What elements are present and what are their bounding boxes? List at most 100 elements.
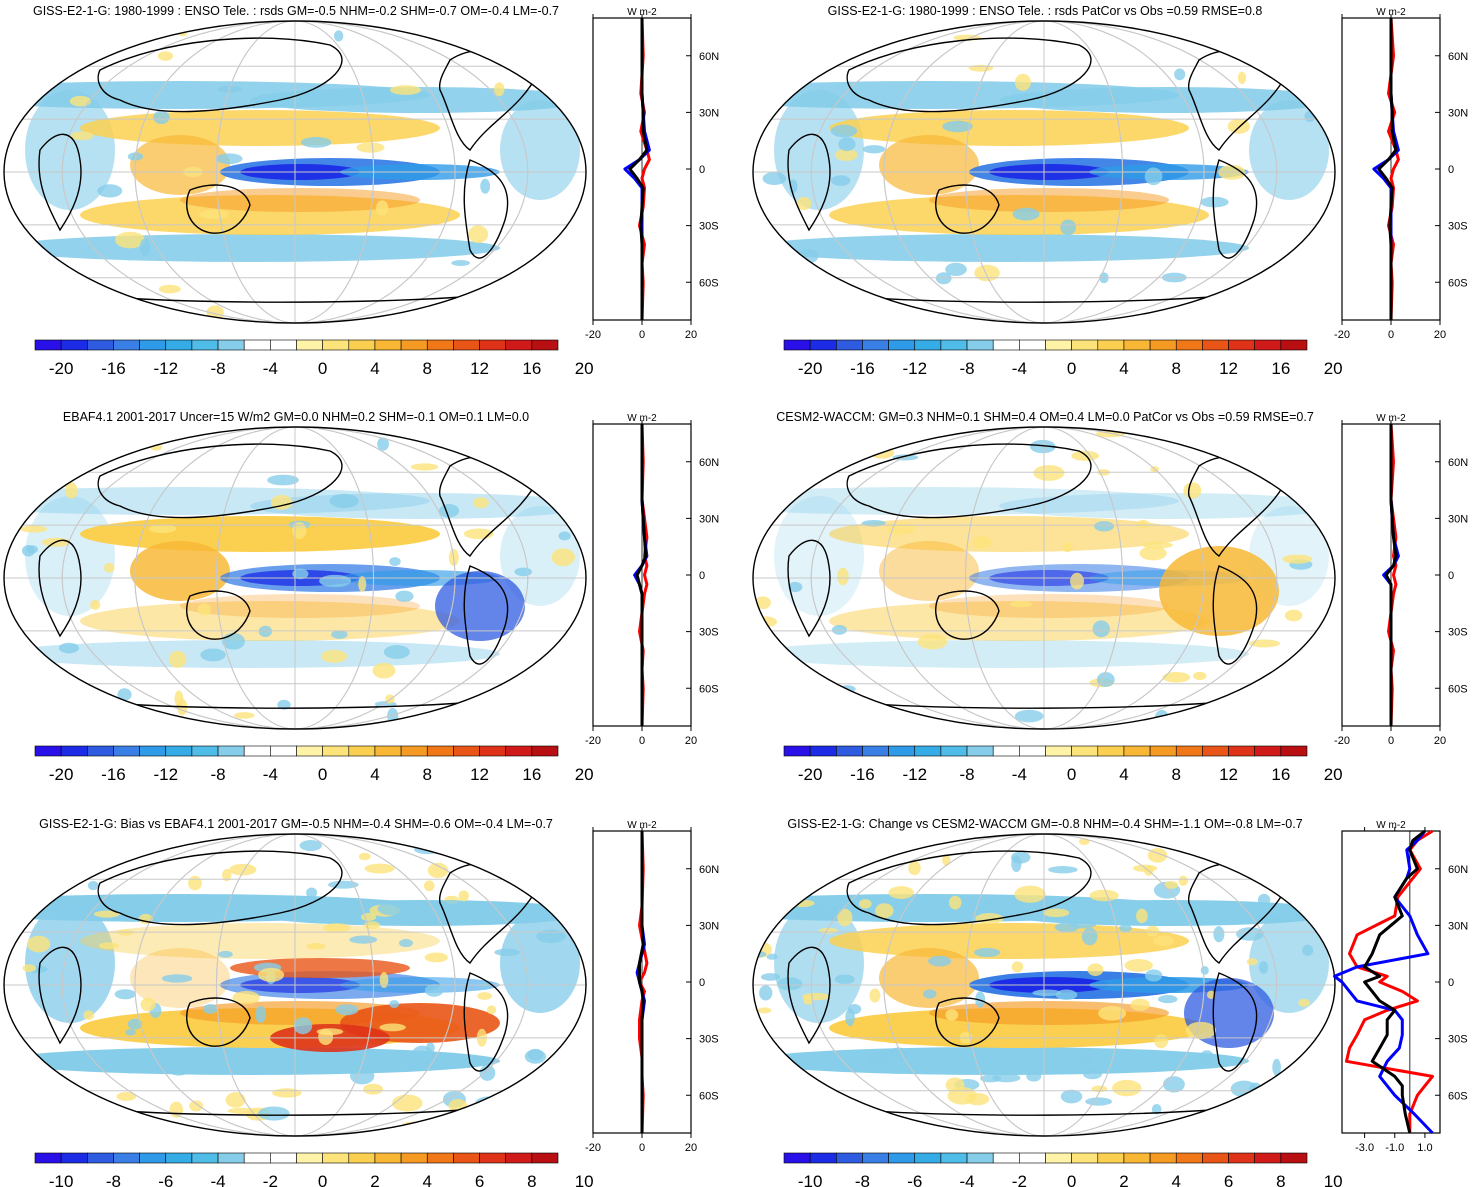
colorbar-tick-label: 0 — [318, 1172, 327, 1187]
colorbar-swatch — [783, 745, 811, 757]
map-border — [752, 20, 1336, 324]
colorbar-swatch — [992, 1152, 1020, 1164]
colorbar-tick-label: 4 — [370, 359, 379, 378]
profile-unit-label: W m-2 — [1376, 7, 1406, 18]
colorbar-tick-label: -4 — [263, 765, 278, 784]
colorbar: -20 -16 -12 -8 -4 0 4 8 12 16 20 — [34, 339, 594, 378]
profile-unit-label: W m-2 — [627, 413, 657, 424]
colorbar-swatch — [1175, 745, 1203, 757]
colorbar-tick-label: -16 — [850, 359, 875, 378]
map-field — [753, 21, 1335, 323]
profile-x-tick-label: 0 — [639, 329, 645, 341]
colorbar-swatch — [243, 1152, 271, 1164]
colorbar-tick-label: -4 — [210, 1172, 225, 1187]
panel-title: EBAF4.1 2001-2017 Uncer=15 W/m2 GM=0.0 N… — [63, 410, 529, 424]
colorbar-swatch — [505, 1152, 533, 1164]
colorbar-swatch — [322, 745, 350, 757]
colorbar-swatch — [60, 339, 88, 351]
profile-unit-label: W m-2 — [627, 820, 657, 831]
colorbar-tick-label: 0 — [318, 765, 327, 784]
colorbar-swatch — [113, 745, 140, 757]
colorbar-swatch — [374, 745, 402, 757]
colorbar-swatch — [783, 339, 811, 351]
colorbar-swatch — [217, 339, 245, 351]
profile-series-line — [1345, 829, 1434, 1133]
profile-lat-tick-label: 0 — [1448, 164, 1454, 176]
colorbar-swatch — [348, 1152, 376, 1164]
colorbar-tick-label: 8 — [423, 765, 432, 784]
profile-x-tick-label: -20 — [585, 329, 601, 341]
colorbar-swatch — [809, 1152, 837, 1164]
colorbar-swatch — [87, 339, 114, 351]
colorbar-swatch — [243, 745, 271, 757]
panel-title: GISS-E2-1-G: 1980-1999 : ENSO Tele. : rs… — [828, 4, 1263, 18]
colorbar-swatch — [191, 1152, 219, 1164]
colorbar-swatch — [1175, 339, 1203, 351]
profile-series-line — [1377, 18, 1398, 320]
colorbar-tick-label: -6 — [158, 1172, 173, 1187]
colorbar-swatch — [426, 339, 454, 351]
colorbar-tick-label: 20 — [575, 765, 594, 784]
colorbar-tick-label: -16 — [101, 359, 126, 378]
colorbar-swatch — [531, 745, 559, 757]
colorbar-tick-label: 12 — [1219, 359, 1238, 378]
colorbar-tick-label: -8 — [106, 1172, 121, 1187]
colorbar-swatch — [783, 1152, 811, 1164]
profile-lat-tick-label: 60S — [699, 1090, 719, 1102]
colorbar-swatch — [836, 1152, 863, 1164]
profile-unit-label: W m-2 — [627, 7, 657, 18]
colorbar-tick-label: -8 — [210, 359, 225, 378]
colorbar-tick-label: 4 — [370, 765, 379, 784]
colorbar-swatch — [1175, 1152, 1203, 1164]
profile-lat-tick-label: 30S — [699, 221, 719, 233]
profile-lat-tick-label: 60S — [699, 683, 719, 695]
colorbar-swatch — [1228, 1152, 1255, 1164]
profile-series-line — [638, 831, 645, 1133]
colorbar-swatch — [400, 1152, 428, 1164]
profile-lat-tick-label: 60N — [699, 864, 719, 876]
profile-lat-tick-label: 60S — [1448, 683, 1468, 695]
colorbar-swatch — [1254, 745, 1282, 757]
colorbar-swatch — [888, 745, 916, 757]
profile-series-line — [628, 18, 649, 320]
graticule — [753, 427, 1335, 729]
profile-unit-label: W m-2 — [1376, 820, 1406, 831]
colorbar-tick-label: 6 — [1224, 1172, 1233, 1187]
colorbar-swatch — [243, 339, 271, 351]
colorbar-tick-label: -4 — [263, 359, 278, 378]
colorbar-swatch — [139, 339, 167, 351]
panel-title: GISS-E2-1-G: Change vs CESM2-WACCM GM=-0… — [787, 817, 1302, 831]
colorbar-swatch — [1149, 745, 1177, 757]
colorbar: -20 -16 -12 -8 -4 0 4 8 12 16 20 — [34, 745, 594, 784]
colorbar-swatch — [1280, 339, 1308, 351]
colorbar-swatch — [505, 339, 533, 351]
colorbar-swatch — [191, 745, 219, 757]
colorbar-tick-label: 20 — [1324, 765, 1343, 784]
colorbar-swatch — [862, 1152, 889, 1164]
colorbar-tick-label: 8 — [423, 359, 432, 378]
colorbar-swatch — [1045, 339, 1072, 351]
colorbar-swatch — [479, 339, 506, 351]
colorbar-swatch — [400, 339, 428, 351]
map-field — [4, 834, 586, 1136]
profile-x-tick-label: 20 — [1434, 735, 1446, 747]
zonal-profile: W m-2 -20 0 20 60N 30N 0 30S 60S — [1334, 7, 1468, 341]
colorbar: -10 -8 -6 -4 -2 0 2 4 6 8 10 — [34, 1152, 594, 1187]
colorbar-swatch — [1019, 1152, 1046, 1164]
colorbar-tick-label: -2 — [1012, 1172, 1027, 1187]
profile-x-tick-label: 1.0 — [1417, 1142, 1432, 1154]
profile-lat-tick-label: 0 — [1448, 570, 1454, 582]
colorbar-swatch — [1071, 745, 1099, 757]
colorbar-swatch — [1202, 1152, 1229, 1164]
graticule — [753, 21, 1335, 323]
colorbar-tick-label: 8 — [1172, 765, 1181, 784]
colorbar-swatch — [1123, 745, 1151, 757]
colorbar-tick-label: -12 — [153, 765, 178, 784]
profile-series-line — [1363, 829, 1426, 1134]
profile-lat-tick-label: 30N — [1448, 513, 1468, 525]
colorbar-tick-label: 12 — [470, 359, 489, 378]
colorbar-swatch — [191, 339, 219, 351]
panel-title: GISS-E2-1-G: 1980-1999 : ENSO Tele. : rs… — [33, 4, 559, 18]
colorbar-tick-label: -4 — [1012, 359, 1027, 378]
panel-p4: CESM2-WACCM: GM=0.3 NHM=0.1 SHM=0.4 OM=0… — [752, 410, 1468, 784]
